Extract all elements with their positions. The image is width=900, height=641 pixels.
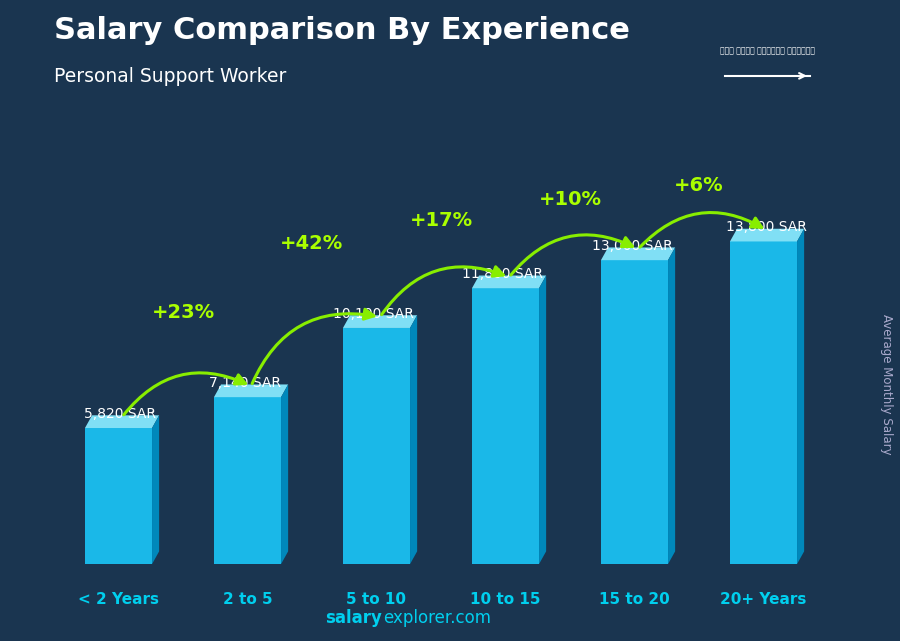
Polygon shape [85,415,159,428]
Text: Personal Support Worker: Personal Support Worker [54,67,286,87]
Text: 20+ Years: 20+ Years [720,592,806,607]
Polygon shape [668,247,675,564]
Text: 13,000 SAR: 13,000 SAR [591,239,672,253]
Polygon shape [152,415,159,564]
Text: 5 to 10: 5 to 10 [346,592,407,607]
Text: 5,820 SAR: 5,820 SAR [84,407,156,421]
Text: Salary Comparison By Experience: Salary Comparison By Experience [54,16,630,45]
Text: 15 to 20: 15 to 20 [599,592,670,607]
Polygon shape [601,247,675,260]
Text: +10%: +10% [538,190,601,209]
Text: 7,140 SAR: 7,140 SAR [209,376,281,390]
Text: +17%: +17% [410,211,472,229]
Text: explorer.com: explorer.com [383,609,491,627]
Polygon shape [730,229,804,242]
Text: 10,100 SAR: 10,100 SAR [334,307,414,321]
Polygon shape [281,385,288,564]
Polygon shape [343,315,417,328]
Text: 2 to 5: 2 to 5 [222,592,273,607]
Text: بسم الله الرحمن الرحيم: بسم الله الرحمن الرحيم [720,48,814,56]
Text: 11,800 SAR: 11,800 SAR [463,267,544,281]
Bar [85,428,152,564]
Text: +6%: +6% [674,176,724,195]
Text: +42%: +42% [281,234,344,253]
Text: 13,800 SAR: 13,800 SAR [725,221,806,235]
Polygon shape [539,276,546,564]
Bar [601,260,668,564]
Polygon shape [214,385,288,397]
Polygon shape [472,276,546,288]
Text: +23%: +23% [151,303,214,322]
Bar [472,288,539,564]
Bar [343,328,410,564]
Text: Average Monthly Salary: Average Monthly Salary [880,314,893,455]
Bar [730,242,797,564]
Polygon shape [410,315,417,564]
Polygon shape [797,229,804,564]
Text: 10 to 15: 10 to 15 [470,592,541,607]
Text: < 2 Years: < 2 Years [78,592,159,607]
Text: salary: salary [326,609,382,627]
Bar [214,397,281,564]
